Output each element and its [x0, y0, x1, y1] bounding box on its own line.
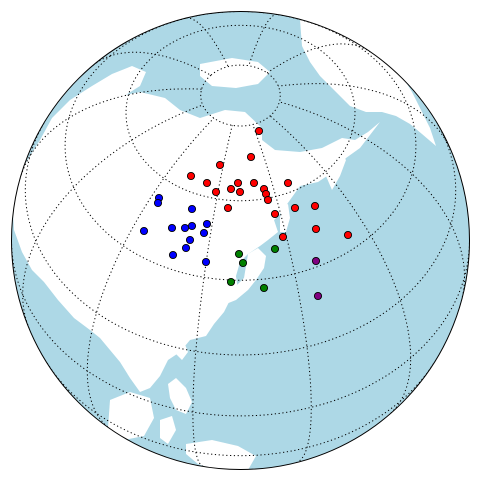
map-marker[interactable] [226, 277, 236, 287]
map-marker[interactable] [270, 209, 280, 219]
map-marker[interactable] [181, 243, 191, 253]
land-north-america [300, 20, 436, 146]
map-marker[interactable] [202, 178, 212, 188]
map-marker[interactable] [186, 171, 196, 181]
map-marker[interactable] [180, 223, 190, 233]
landmasses [12, 20, 436, 470]
map-marker[interactable] [199, 228, 209, 238]
land-asia-mainland [12, 92, 380, 392]
map-marker[interactable] [235, 187, 245, 197]
map-marker[interactable] [215, 160, 225, 170]
land-new-guinea [186, 440, 256, 470]
map-marker[interactable] [167, 223, 177, 233]
parallel-line [24, 122, 457, 356]
map-marker[interactable] [283, 178, 293, 188]
map-marker[interactable] [246, 152, 256, 162]
land-arctic-islands [200, 58, 270, 88]
map-marker[interactable] [211, 187, 221, 197]
land-sakhalin [280, 204, 290, 232]
map-marker[interactable] [168, 250, 178, 260]
map-marker[interactable] [290, 203, 300, 213]
meridian-line [266, 43, 371, 74]
map-marker[interactable] [254, 126, 264, 136]
map-marker[interactable] [249, 178, 259, 188]
meridian-line [22, 104, 203, 329]
map-marker[interactable] [187, 204, 197, 214]
parallel-line [200, 64, 281, 127]
meridian-line [279, 101, 466, 298]
map-marker[interactable] [278, 232, 288, 242]
land-kamchatka [322, 146, 346, 190]
parallel-line [125, 24, 356, 202]
map-marker[interactable] [153, 198, 163, 208]
map-marker[interactable] [187, 221, 197, 231]
data-points [139, 126, 353, 301]
map-marker[interactable] [270, 244, 280, 254]
meridian-line [92, 51, 212, 76]
map-marker[interactable] [202, 219, 212, 229]
land-sulawesi [160, 416, 176, 444]
map-marker[interactable] [311, 224, 321, 234]
meridian-line [86, 117, 215, 428]
map-marker[interactable] [233, 178, 243, 188]
meridian-line [19, 88, 202, 180]
parallel-line [11, 240, 470, 417]
map-marker[interactable] [223, 203, 233, 213]
map-marker[interactable] [343, 230, 353, 240]
map-marker[interactable] [226, 184, 236, 194]
map-marker[interactable] [259, 283, 269, 293]
meridian-line [248, 13, 278, 66]
map-marker[interactable] [263, 195, 273, 205]
land-borneo [108, 392, 154, 440]
parallel-line [46, 362, 435, 457]
map-marker[interactable] [185, 235, 195, 245]
land-europe [40, 66, 146, 140]
map-marker[interactable] [201, 257, 211, 267]
map-marker[interactable] [313, 291, 323, 301]
land-japan [218, 248, 266, 306]
globe-outline [11, 11, 470, 470]
land-korea [206, 286, 220, 310]
map-marker[interactable] [310, 201, 320, 211]
meridian-line [186, 17, 229, 67]
map-marker[interactable] [238, 258, 248, 268]
land-philippines [168, 378, 192, 414]
land-taiwan [176, 342, 188, 360]
map-marker[interactable] [311, 256, 321, 266]
map-marker[interactable] [139, 226, 149, 236]
map-marker[interactable] [234, 249, 244, 259]
